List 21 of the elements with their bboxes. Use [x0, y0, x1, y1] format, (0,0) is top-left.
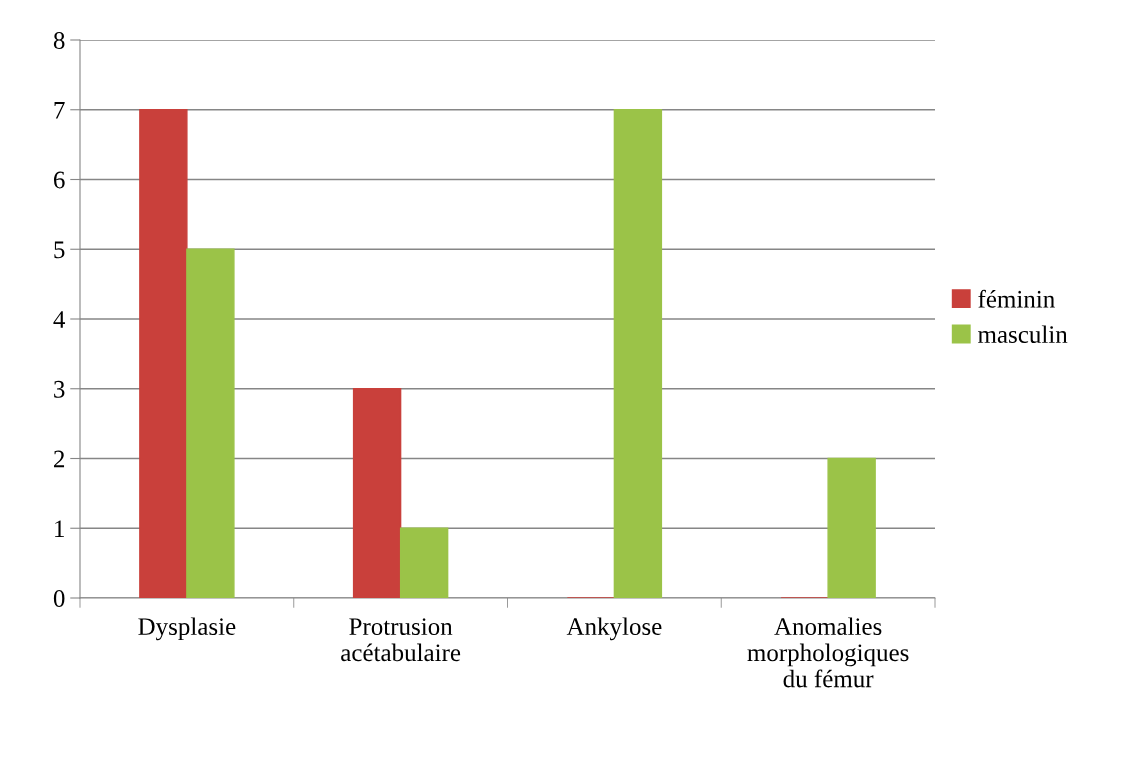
- y-tick-label: 6: [53, 171, 65, 189]
- x-tick-label: Anomalies morphologiques du fémur: [747, 617, 909, 688]
- legend-label: féminin: [978, 289, 1055, 308]
- y-tick-label: 3: [54, 380, 65, 398]
- y-tick-label: 7: [54, 102, 65, 119]
- y-tick-label: 0: [53, 590, 65, 607]
- bar: [827, 457, 876, 598]
- bar: [139, 109, 188, 598]
- y-tick-label: 4: [53, 311, 66, 328]
- y-tick-label: 5: [54, 241, 65, 259]
- bar: [186, 248, 235, 598]
- legend-label: masculin: [978, 325, 1068, 343]
- bar: [613, 109, 663, 598]
- y-tick-label: 2: [54, 450, 65, 468]
- x-tick-label: Protrusion acétabulaire: [341, 618, 461, 662]
- y-tick-label: 8: [53, 32, 65, 49]
- bar: [399, 527, 449, 598]
- x-tick-label: Dysplasie: [138, 617, 236, 641]
- x-tick-label: Ankylose: [566, 617, 662, 641]
- bar: [352, 388, 402, 598]
- y-tick-label: 1: [55, 520, 64, 537]
